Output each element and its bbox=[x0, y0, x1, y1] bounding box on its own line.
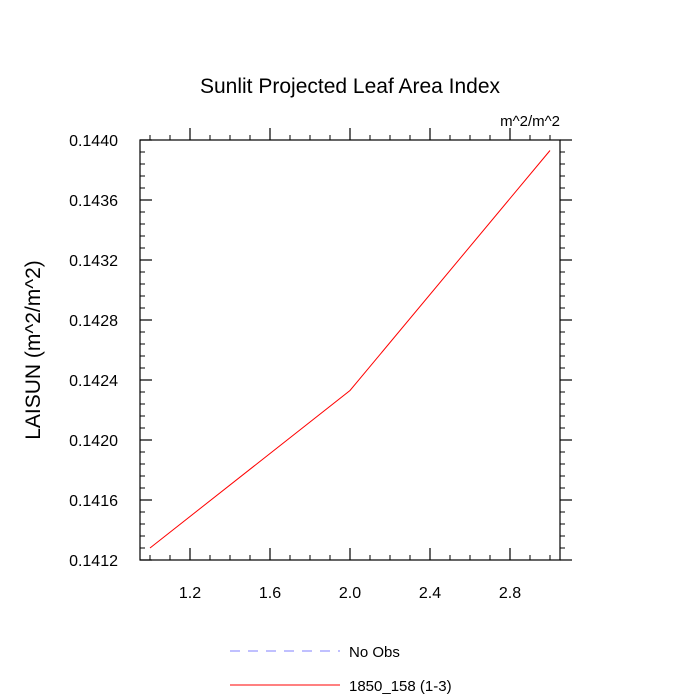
x-tick-label: 2.8 bbox=[499, 585, 521, 602]
y-tick-label: 0.1420 bbox=[69, 433, 118, 450]
legend-label: 1850_158 (1-3) bbox=[349, 678, 452, 695]
x-tick-label: 2.0 bbox=[339, 585, 361, 602]
y-tick-label: 0.1432 bbox=[69, 253, 118, 270]
series-lines bbox=[149, 150, 551, 549]
plot-frame bbox=[139, 139, 561, 561]
y-tick-label: 0.1440 bbox=[69, 133, 118, 150]
y-tick-label: 0.1416 bbox=[69, 493, 118, 510]
legend-label: No Obs bbox=[349, 644, 400, 661]
y-tick-label: 0.1428 bbox=[69, 313, 118, 330]
tick-labels: 1.2 1.6 2.0 2.4 2.8 0.1412 0.1416 0.1420 0.1424 0… bbox=[69, 133, 521, 602]
chart-title: Sunlit Projected Leaf Area Index bbox=[200, 75, 501, 98]
x-tick-label: 1.2 bbox=[179, 585, 201, 602]
legend: No Obs 1850_158 (1-3) bbox=[230, 644, 452, 695]
y-tick-label: 0.1436 bbox=[69, 193, 118, 210]
axis-ticks bbox=[140, 128, 572, 561]
units-label: m^2/m^2 bbox=[500, 113, 560, 130]
y-tick-label: 0.1424 bbox=[69, 373, 118, 390]
x-tick-label: 1.6 bbox=[259, 585, 281, 602]
x-tick-label: 2.4 bbox=[419, 585, 441, 602]
y-tick-label: 0.1412 bbox=[69, 553, 118, 570]
y-axis-label: LAISUN (m^2/m^2) bbox=[22, 260, 45, 440]
series-line bbox=[149, 150, 551, 549]
